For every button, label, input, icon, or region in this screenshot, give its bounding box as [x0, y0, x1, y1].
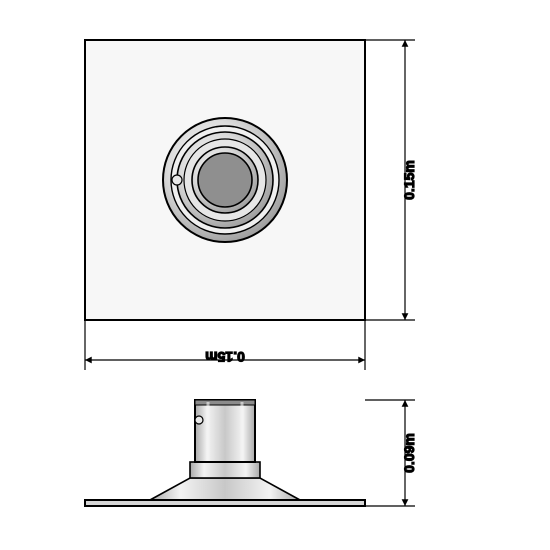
dim-label-top-height: 0.15m: [401, 160, 417, 200]
spigot-rings: [163, 118, 287, 242]
base-flare: [150, 478, 300, 500]
collar: [190, 462, 260, 478]
dim-label-width: 0.15m: [205, 349, 245, 365]
stem: [195, 400, 255, 462]
top-view: [85, 40, 365, 320]
set-screw-top: [172, 175, 182, 185]
technical-drawing: 0.15m 0.09m 0.15m: [0, 0, 550, 550]
base-plate-side: [85, 500, 365, 506]
dim-label-side-height: 0.09m: [401, 433, 417, 473]
side-view: [85, 400, 365, 506]
set-screw-side: [195, 416, 203, 424]
